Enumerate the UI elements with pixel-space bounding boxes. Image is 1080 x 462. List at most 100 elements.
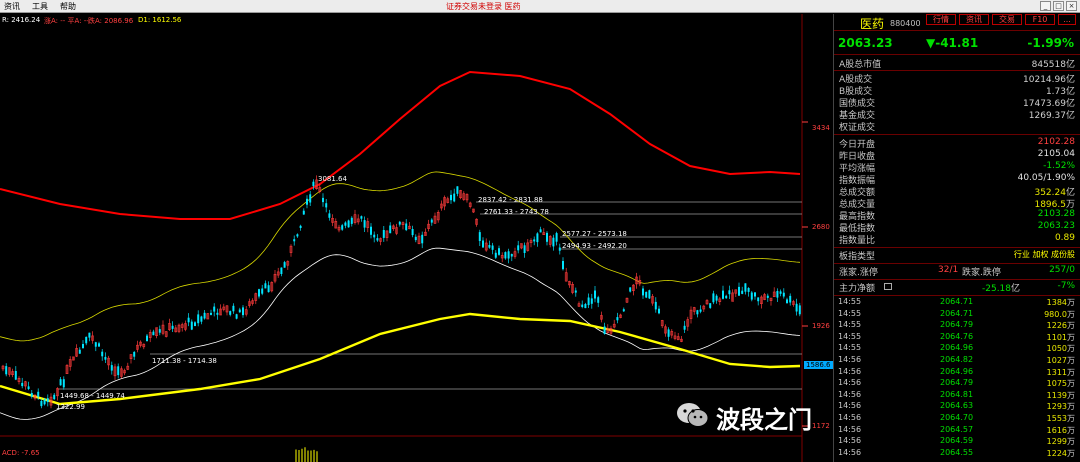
divider xyxy=(834,247,1080,248)
candle-body xyxy=(504,252,506,258)
candle-body xyxy=(524,245,526,253)
candle-body xyxy=(159,329,161,333)
legend-r: R: 2416.24 xyxy=(2,16,40,24)
candle-body xyxy=(642,289,644,296)
tick-price: 2064.70 xyxy=(940,413,973,422)
menu-item-help[interactable]: 帮助 xyxy=(60,1,76,12)
candle-body xyxy=(584,304,586,308)
tick-time: 14:55 xyxy=(838,320,861,329)
index-code: 880400 xyxy=(890,19,921,28)
kline-chart[interactable]: R: 2416.24 涨A: -- 平A: -- 跌A: 2086.96 D1:… xyxy=(0,14,832,462)
candle-body xyxy=(264,283,266,288)
tick-row: 14:56 2064.96 1311万 xyxy=(834,367,1080,378)
candle-body xyxy=(360,216,362,219)
tick-price: 2064.79 xyxy=(940,378,973,387)
candle-body xyxy=(191,322,193,330)
menu-item-info[interactable]: 资讯 xyxy=(4,1,20,12)
index-change-pct: -1.99% xyxy=(1027,36,1074,50)
tick-row: 14:56 2064.63 1293万 xyxy=(834,401,1080,412)
menu-item-tools[interactable]: 工具 xyxy=(32,1,48,12)
candle-body xyxy=(776,291,778,298)
close-button[interactable]: × xyxy=(1066,1,1077,11)
candle-body xyxy=(322,198,324,202)
candle-body xyxy=(799,305,801,314)
minimize-button[interactable]: _ xyxy=(1040,1,1051,11)
tick-list[interactable]: 14:55 2064.71 1384万 14:55 2064.71 980.0万 14:55… xyxy=(834,297,1080,462)
tick-time: 14:55 xyxy=(838,297,861,306)
candle-body xyxy=(738,287,740,296)
main-flow-label: 主力净额 xyxy=(839,281,875,294)
low-annotation: 1322.99 xyxy=(56,403,85,411)
watermark: 波段之门 xyxy=(676,396,830,436)
market-row: 国债成交 17473.69亿 xyxy=(834,96,1080,108)
tick-row: 14:56 2064.57 1616万 xyxy=(834,425,1080,436)
tab-quote[interactable]: 行情 xyxy=(926,14,956,25)
index-type-value[interactable]: 行业 加权 成份股 xyxy=(1014,249,1075,260)
candle-body xyxy=(712,293,714,302)
candle-body xyxy=(111,365,113,371)
tab-f10[interactable]: F10 xyxy=(1025,14,1055,25)
stat-value: 2063.23 xyxy=(1038,221,1075,231)
tick-row: 14:56 2064.59 1299万 xyxy=(834,436,1080,447)
candle-body xyxy=(95,342,97,347)
tab-more[interactable]: ... xyxy=(1058,14,1076,25)
stat-value: 0.89 xyxy=(1055,233,1075,243)
candle-body xyxy=(133,352,135,357)
candle-body xyxy=(28,386,30,389)
stat-value: 2102.28 xyxy=(1038,137,1075,147)
candle-body xyxy=(482,241,484,248)
tick-volume: 1075万 xyxy=(1047,378,1075,389)
tab-news[interactable]: 资讯 xyxy=(959,14,989,25)
market-value: 845518亿 xyxy=(1032,57,1075,70)
candle-body xyxy=(648,290,650,298)
maximize-button[interactable]: □ xyxy=(1053,1,1064,11)
candle-body xyxy=(351,218,353,224)
tick-time: 14:56 xyxy=(838,401,861,410)
wechat-icon xyxy=(676,400,710,430)
long-ma-line xyxy=(0,314,800,404)
candle-body xyxy=(98,343,100,346)
tick-row: 14:55 2064.96 1050万 xyxy=(834,343,1080,354)
candle-body xyxy=(744,283,746,291)
main-flow-pct: -7% xyxy=(1057,281,1075,291)
candle-body xyxy=(604,327,606,334)
candle-body xyxy=(421,235,423,244)
tick-price: 2064.71 xyxy=(940,297,973,306)
tick-row: 14:56 2064.81 1139万 xyxy=(834,390,1080,401)
candle-body xyxy=(117,366,119,375)
tick-time: 14:56 xyxy=(838,425,861,434)
candle-body xyxy=(757,297,759,301)
up-count-value: 32/1 xyxy=(938,265,958,275)
tick-row: 14:55 2064.71 1384万 xyxy=(834,297,1080,308)
stat-row: 指数振幅 40.05/1.90% xyxy=(834,173,1080,185)
down-count-label: 跌家.跌停 xyxy=(962,265,1001,278)
candle-body xyxy=(517,245,519,250)
main-flow-row: 主力净额 -25.18亿 -7% xyxy=(834,281,1080,293)
tick-row: 14:56 2064.70 1553万 xyxy=(834,413,1080,424)
candle-body xyxy=(172,326,174,329)
candle-body xyxy=(101,352,103,357)
candle-body xyxy=(741,291,743,294)
candle-body xyxy=(748,288,750,292)
flow-chart-icon[interactable] xyxy=(884,283,892,290)
candle-body xyxy=(540,229,542,232)
menu-bar: 资讯 工具 帮助 证券交易未登录 医药 _ □ × xyxy=(0,0,1080,13)
candle-body xyxy=(303,211,305,215)
tick-volume: 1050万 xyxy=(1047,343,1075,354)
candle-body xyxy=(31,393,33,397)
tab-trade[interactable]: 交易 xyxy=(992,14,1022,25)
tick-volume: 1553万 xyxy=(1047,413,1075,424)
candle-body xyxy=(325,203,327,207)
candle-body xyxy=(591,298,593,303)
candle-body xyxy=(552,238,554,247)
candle-body xyxy=(258,289,260,296)
tick-price: 2064.82 xyxy=(940,355,973,364)
candle-body xyxy=(786,299,788,303)
tick-time: 14:55 xyxy=(838,332,861,341)
candle-body xyxy=(796,304,798,312)
candle-body xyxy=(533,239,535,241)
price-axis-label: 3434 xyxy=(812,124,830,132)
candle-body xyxy=(629,287,631,291)
candle-body xyxy=(296,234,298,236)
candle-body xyxy=(210,313,212,315)
